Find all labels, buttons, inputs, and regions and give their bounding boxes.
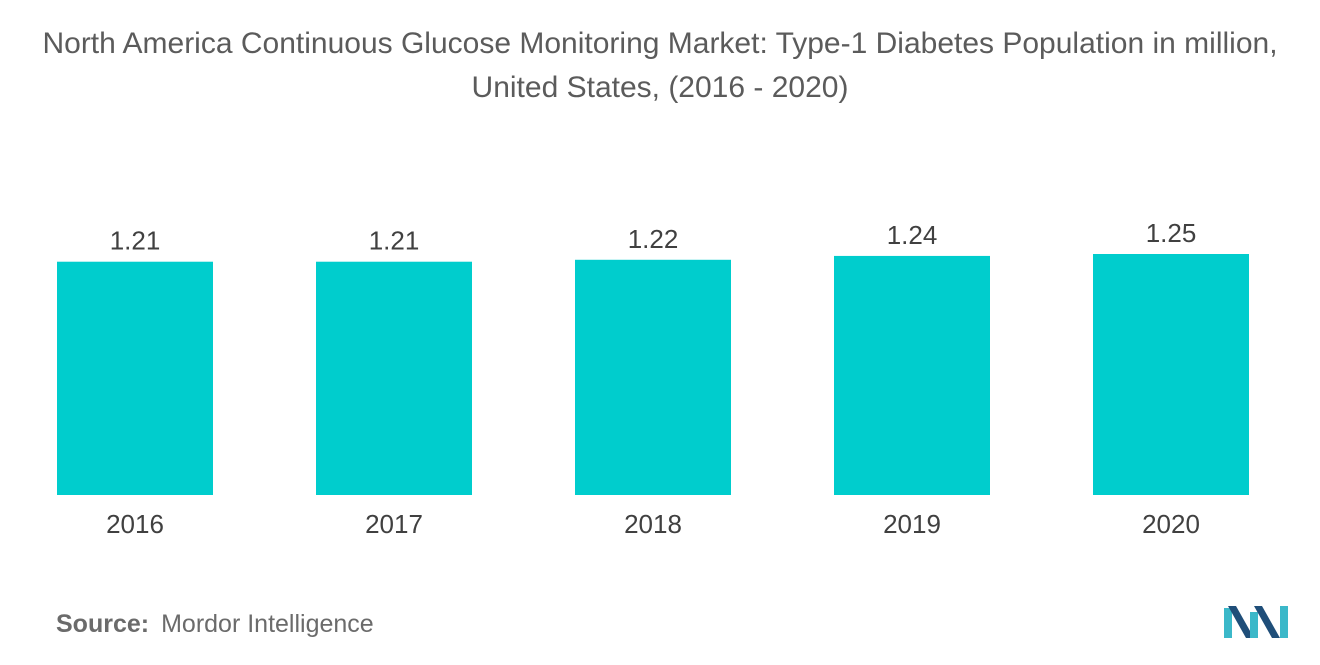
logo-stroke-2 <box>1228 606 1254 638</box>
value-label-2017: 1.21 <box>369 226 420 256</box>
value-label-2018: 1.22 <box>628 224 679 254</box>
value-label-2019: 1.24 <box>887 220 938 250</box>
logo-stroke-5 <box>1280 606 1288 638</box>
value-label-2016: 1.21 <box>110 226 161 256</box>
bar-chart: 1.21 1.21 1.22 1.24 1.25 2016 2017 2018 2019 202… <box>57 218 1249 539</box>
bar-2020 <box>1093 254 1249 495</box>
logo-stroke-4 <box>1254 606 1280 638</box>
bar-2018 <box>575 259 731 495</box>
source-line: Source: Mordor Intelligence <box>56 610 374 639</box>
x-tick-label-2019: 2019 <box>883 509 941 539</box>
x-tick-label-2018: 2018 <box>624 509 682 539</box>
logo-stroke-3 <box>1250 612 1258 638</box>
x-axis-tick-labels: 2016 2017 2018 2019 2020 <box>106 509 1200 539</box>
source-label: Source: <box>56 610 150 638</box>
mordor-intelligence-logo-icon <box>1224 606 1288 638</box>
x-tick-label-2016: 2016 <box>106 509 164 539</box>
source-value: Mordor Intelligence <box>161 610 374 638</box>
x-tick-label-2017: 2017 <box>365 509 423 539</box>
bar-2017 <box>316 261 472 495</box>
logo-stroke-1 <box>1224 608 1232 638</box>
chart-title: North America Continuous Glucose Monitor… <box>42 27 1278 104</box>
bar-2016 <box>57 261 213 495</box>
bar-2019 <box>834 255 990 495</box>
value-labels-layer: 1.21 1.21 1.22 1.24 1.25 <box>110 218 1197 256</box>
x-tick-label-2020: 2020 <box>1142 509 1200 539</box>
value-label-2020: 1.25 <box>1146 218 1197 248</box>
bars-layer <box>57 254 1249 495</box>
